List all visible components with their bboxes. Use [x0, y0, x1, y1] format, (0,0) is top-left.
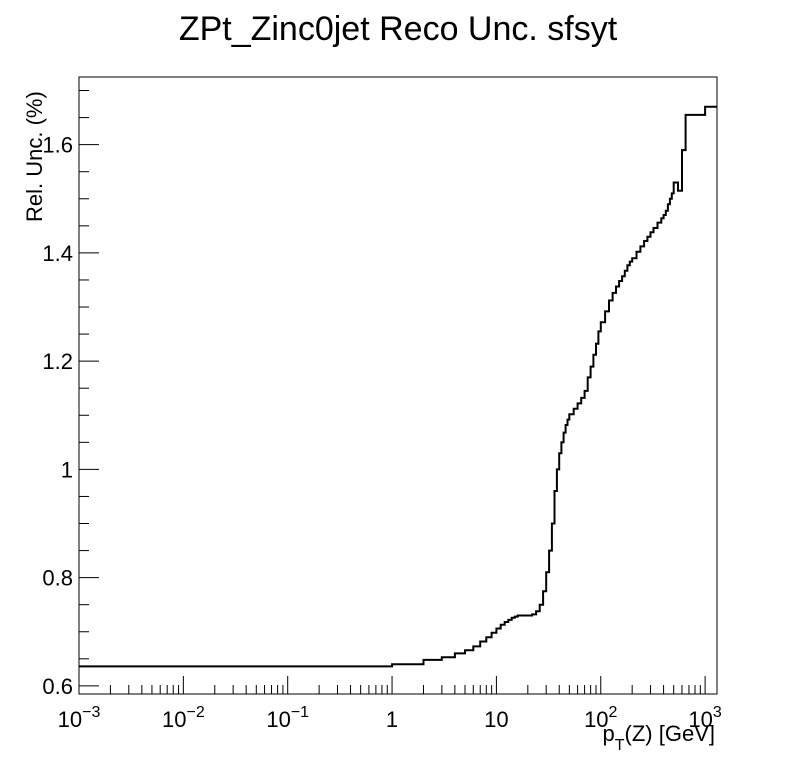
x-tick-label: 103 [688, 704, 721, 732]
x-axis-ticks: 10−3 10−2 10−1 1 10 102 103 [58, 676, 722, 732]
y-axis-ticks: 0.6 0.8 1 1.2 1.4 1.6 [42, 90, 99, 699]
x-tick-label: 10 [484, 707, 508, 732]
y-tick-label: 1.4 [42, 241, 73, 266]
x-axis-label-sub: T [615, 737, 625, 754]
x-axis-label-rest: (Z) [GeV] [625, 721, 715, 746]
x-tick-label: 1 [386, 707, 398, 732]
y-tick-label: 1.6 [42, 133, 73, 158]
x-tick-label: 10−2 [162, 704, 205, 732]
series-line [79, 105, 717, 668]
chart-title: ZPt_Zinc0jet Reco Unc. sfsyt [179, 10, 618, 48]
y-tick-label: 1 [61, 457, 73, 482]
x-tick-label: 102 [584, 704, 617, 732]
x-tick-label: 10−3 [58, 704, 101, 732]
y-axis-label: Rel. Unc. (%) [22, 91, 47, 222]
y-tick-label: 0.6 [42, 674, 73, 699]
y-tick-label: 1.2 [42, 349, 73, 374]
x-axis-label-main: p [603, 721, 615, 746]
plot-frame [78, 76, 718, 695]
x-tick-label: 10−1 [266, 704, 309, 732]
x-axis-label: pT(Z) [GeV] [603, 721, 715, 754]
y-tick-label: 0.8 [42, 566, 73, 591]
